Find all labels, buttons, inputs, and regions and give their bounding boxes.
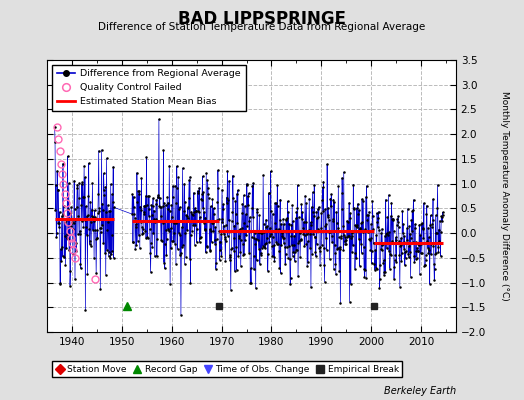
Text: Difference of Station Temperature Data from Regional Average: Difference of Station Temperature Data f… (99, 22, 425, 32)
Y-axis label: Monthly Temperature Anomaly Difference (°C): Monthly Temperature Anomaly Difference (… (500, 91, 509, 301)
Text: BAD LIPPSPRINGE: BAD LIPPSPRINGE (178, 10, 346, 28)
Legend: Station Move, Record Gap, Time of Obs. Change, Empirical Break: Station Move, Record Gap, Time of Obs. C… (52, 361, 402, 378)
Legend: Difference from Regional Average, Quality Control Failed, Estimated Station Mean: Difference from Regional Average, Qualit… (52, 65, 246, 111)
Text: Berkeley Earth: Berkeley Earth (384, 386, 456, 396)
